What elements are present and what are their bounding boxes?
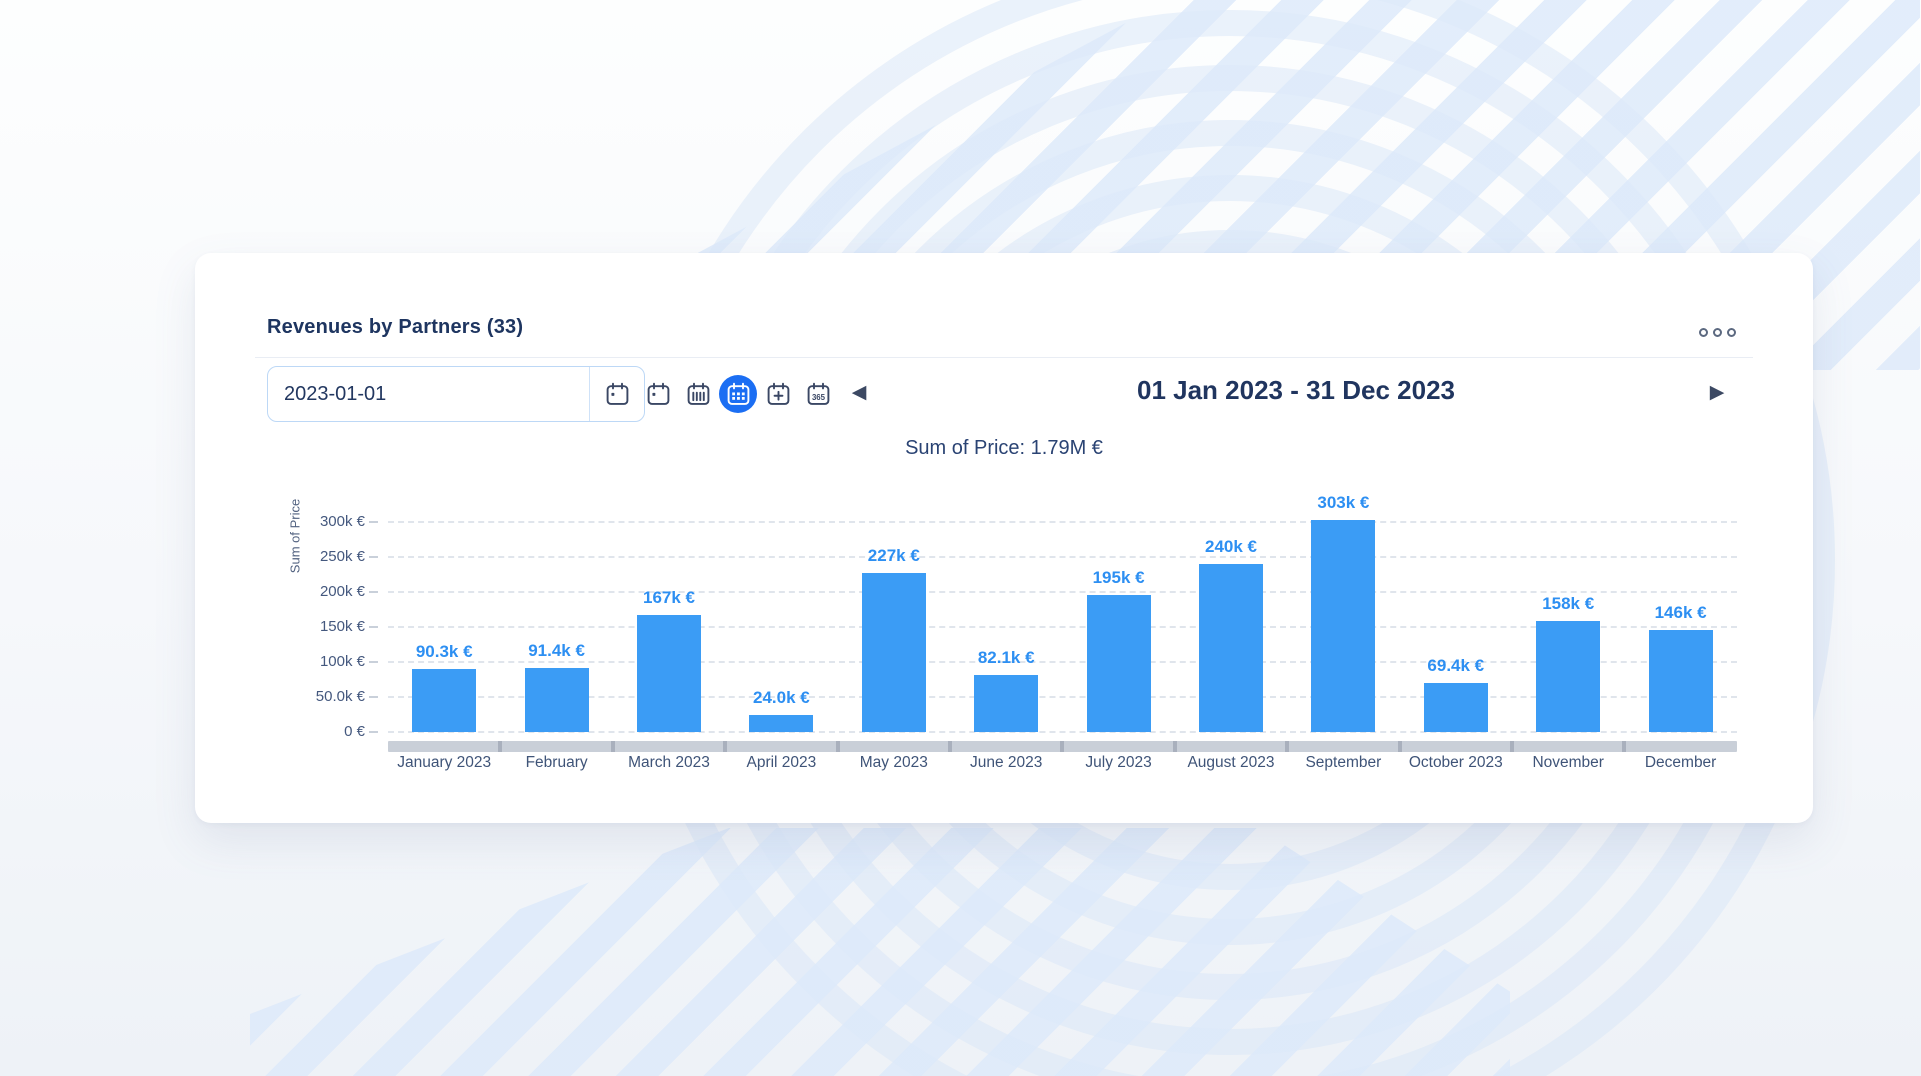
y-axis-tick-mark — [369, 591, 378, 593]
bar-value-label: 24.0k € — [753, 688, 810, 707]
x-axis-category-label: September — [1305, 754, 1382, 771]
bar-value-label: 90.3k € — [415, 642, 473, 661]
date-picker-group — [267, 366, 645, 422]
open-calendar-button[interactable] — [590, 367, 644, 421]
y-axis-tick-mark — [369, 626, 378, 628]
x-axis-category-label: October 2023 — [1408, 754, 1503, 771]
calendar-week-icon — [687, 382, 709, 405]
y-axis-tick-mark — [369, 521, 378, 523]
ellipsis-menu-icon — [1712, 327, 1722, 337]
bar-value-label: 303k € — [1317, 493, 1370, 512]
x-scrollbar-separator — [948, 741, 952, 752]
bar-value-label: 146k € — [1654, 603, 1707, 622]
x-scrollbar-separator — [1622, 741, 1627, 752]
gridline — [388, 556, 1737, 558]
x-scrollbar-separator — [1060, 741, 1065, 752]
view-year-button[interactable]: 365 — [799, 375, 837, 413]
y-axis-tick-label: 300k € — [319, 513, 365, 530]
y-axis-tick-label: 0 € — [344, 723, 365, 740]
bar[interactable] — [1311, 520, 1376, 732]
x-scrollbar-separator — [610, 741, 615, 752]
bar[interactable] — [524, 668, 589, 732]
x-axis-category-label: June 2023 — [969, 754, 1043, 771]
bar[interactable] — [1423, 683, 1488, 732]
bar-value-label: 195k € — [1092, 568, 1145, 587]
calendar-icon — [606, 382, 628, 405]
view-day-button[interactable] — [639, 375, 677, 413]
x-axis-category-label: November — [1532, 754, 1604, 771]
calendar-day-icon — [647, 382, 669, 405]
bar-value-label: 91.4k € — [528, 641, 585, 660]
bar[interactable] — [1536, 621, 1601, 732]
background-stripes-bottom — [250, 828, 1510, 1076]
x-scrollbar-separator — [1285, 741, 1290, 752]
bar-chart: Sum of Price 300k €250k €200k €150k €100… — [195, 253, 1813, 823]
x-scrollbar-separator — [1510, 741, 1514, 752]
x-axis-category-label: December — [1644, 754, 1717, 771]
x-scrollbar-separator — [835, 741, 840, 752]
x-axis-category-label: February — [525, 754, 588, 771]
view-week-button[interactable] — [679, 375, 717, 413]
header-divider — [255, 357, 1753, 358]
bar-value-label: 69.4k € — [1427, 656, 1485, 675]
gridline — [388, 731, 1737, 733]
previous-period-button[interactable]: ◀ — [843, 377, 875, 409]
bar[interactable] — [1199, 564, 1263, 732]
view-month-button[interactable] — [719, 375, 757, 413]
next-period-button[interactable]: ▶ — [1701, 377, 1733, 409]
bar[interactable] — [1086, 595, 1151, 732]
view-mode-buttons: 365 — [639, 366, 837, 422]
y-axis-tick-label: 150k € — [319, 618, 365, 635]
bar-value-label: 227k € — [867, 546, 920, 565]
x-scrollbar-separator — [1397, 741, 1402, 752]
widget-menu-button[interactable] — [1687, 319, 1747, 345]
x-axis-category-label: May 2023 — [859, 754, 928, 771]
y-axis-tick-mark — [369, 731, 378, 733]
gridline — [388, 696, 1737, 698]
y-axis-tick-label: 200k € — [319, 583, 365, 600]
bar[interactable] — [861, 573, 926, 732]
bar[interactable] — [412, 669, 477, 732]
bar[interactable] — [749, 715, 814, 732]
gridline — [388, 521, 1737, 523]
date-group-divider — [589, 367, 590, 421]
y-axis-tick-mark — [369, 696, 378, 698]
y-axis-tick-label: 50.0k € — [315, 688, 365, 705]
ellipsis-menu-icon — [1726, 327, 1736, 337]
calendar-month-icon — [727, 382, 749, 405]
x-axis-category-label: August 2023 — [1187, 754, 1275, 771]
gridline — [388, 626, 1737, 628]
y-axis-tick-mark — [369, 661, 378, 663]
x-axis-category-label: April 2023 — [746, 754, 817, 771]
x-scrollbar-separator — [1172, 741, 1177, 752]
gridline — [388, 591, 1737, 593]
bar[interactable] — [974, 675, 1039, 732]
y-axis-tick-label: 250k € — [319, 548, 365, 565]
calendar-365-text: 365 — [811, 393, 825, 402]
y-axis-tick-mark — [369, 556, 378, 558]
bar[interactable] — [1648, 630, 1713, 732]
x-axis-category-label: March 2023 — [628, 754, 710, 771]
widget-title: Revenues by Partners (33) — [267, 316, 524, 338]
calendar-plus-icon — [767, 382, 789, 405]
view-add-range-button[interactable] — [759, 375, 797, 413]
x-axis-category-label: July 2023 — [1085, 754, 1152, 771]
x-axis-category-label: January 2023 — [397, 754, 492, 771]
y-axis-tick-label: 100k € — [319, 653, 365, 670]
bar-value-label: 167k € — [643, 588, 695, 607]
bar[interactable] — [637, 615, 701, 732]
sum-of-price-label: Sum of Price: 1.79M € — [905, 437, 1103, 459]
x-scrollbar-separator — [723, 741, 728, 752]
revenues-widget-card: Revenues by Partners (33) — [195, 253, 1813, 823]
x-scrollbar-separator — [498, 741, 503, 752]
bar-value-label: 240k € — [1205, 537, 1257, 556]
calendar-365-icon: 365 — [807, 382, 829, 405]
ellipsis-menu-icon — [1698, 327, 1708, 337]
date-range-label: 01 Jan 2023 - 31 Dec 2023 — [1136, 375, 1456, 405]
bar-value-label: 158k € — [1542, 594, 1595, 613]
date-input[interactable] — [268, 367, 589, 421]
bar-value-label: 82.1k € — [977, 648, 1035, 667]
gridline — [388, 661, 1737, 663]
